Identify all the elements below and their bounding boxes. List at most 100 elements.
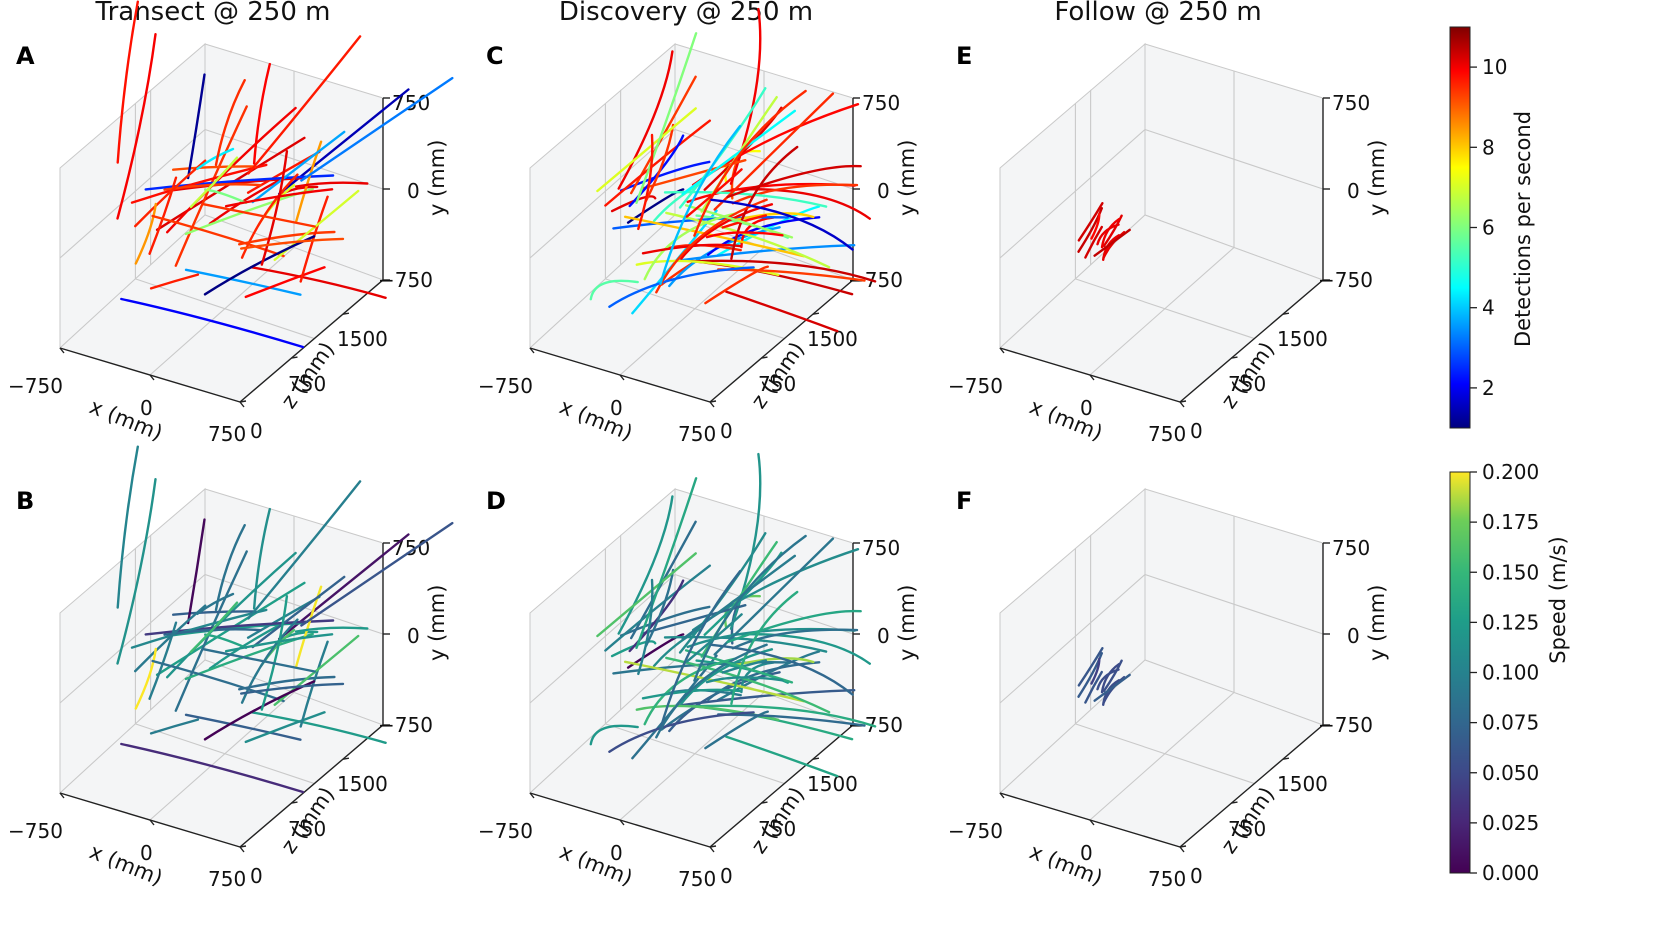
trajectory	[626, 188, 685, 224]
z-axis-line	[1179, 724, 1324, 848]
z-tick-label: 0	[720, 419, 733, 443]
z-tick-label: 750	[1228, 817, 1266, 841]
trajectory	[678, 532, 767, 654]
x-axis-label: x (mm)	[86, 839, 166, 890]
colorbar-tick-label: 0.100	[1482, 661, 1539, 685]
y-axis-label: y (mm)	[425, 585, 449, 661]
x-tick-label: 750	[208, 867, 246, 891]
colorbar-gradient	[1449, 26, 1471, 429]
z-tick-label: 1500	[1277, 772, 1328, 796]
colorbar-label: Speed (m/s)	[1546, 536, 1570, 663]
trajectory	[678, 87, 767, 209]
z-tick	[812, 312, 820, 315]
grid-line	[529, 129, 676, 259]
trajectory	[252, 62, 271, 165]
y-axis-label: y (mm)	[1365, 585, 1389, 661]
z-tick-label: 1500	[1277, 327, 1328, 351]
z-tick-label: 0	[250, 864, 263, 888]
x-axis-label: x (mm)	[86, 394, 166, 445]
colorbar-tick-label: 0.150	[1482, 560, 1539, 584]
z-tick-label: 0	[1190, 864, 1203, 888]
trajectory	[589, 279, 639, 301]
trajectory	[1077, 647, 1104, 687]
trajectory	[596, 552, 697, 638]
grid-lines	[999, 71, 1324, 376]
x-tick	[619, 374, 625, 381]
trajectory	[166, 551, 297, 679]
trajectory	[151, 214, 285, 258]
x-tick-label: 0	[610, 841, 623, 865]
colorbar-tick-label: 0.025	[1482, 811, 1539, 835]
trajectory	[1096, 223, 1120, 246]
x-tick	[1089, 819, 1095, 826]
grid-lines	[59, 71, 384, 376]
trajectory	[295, 585, 323, 668]
column-title: Follow @ 250 m	[1054, 0, 1261, 27]
y-tick-label: 0	[407, 179, 420, 203]
y-axis-label: y (mm)	[1365, 140, 1389, 216]
trajectory	[260, 150, 289, 266]
z-tick	[709, 400, 717, 403]
trajectory	[134, 647, 157, 710]
x-tick	[239, 846, 245, 853]
trajectory	[278, 533, 410, 641]
trajectory	[247, 480, 362, 620]
trajectory	[1090, 657, 1101, 685]
x-tick	[709, 846, 715, 853]
x-tick	[59, 792, 65, 799]
trajectory	[685, 613, 743, 663]
x-tick	[619, 819, 625, 826]
x-tick-label: 0	[1080, 841, 1093, 865]
trajectory	[1093, 673, 1131, 702]
trajectory	[1096, 668, 1120, 691]
z-tick	[239, 845, 247, 848]
trajectory	[604, 564, 711, 652]
x-tick	[239, 401, 245, 408]
trajectory	[612, 661, 789, 675]
z-tick	[761, 356, 768, 359]
trajectory	[704, 710, 769, 750]
z-tick-label: 1500	[807, 327, 858, 351]
colorbar-tick-label: 8	[1482, 135, 1495, 159]
trajectory	[691, 259, 877, 283]
x-tick	[1089, 374, 1095, 381]
trajectory	[725, 290, 839, 333]
trajectory	[148, 621, 178, 700]
z-axis-line	[239, 279, 384, 403]
axes	[999, 97, 1330, 408]
y-tick-label: 0	[877, 179, 890, 203]
panel-letter: D	[486, 487, 506, 515]
trajectory	[659, 569, 742, 731]
trajectory	[224, 633, 334, 653]
trajectory	[730, 145, 799, 260]
z-tick	[1282, 312, 1290, 315]
z-tick	[342, 312, 350, 315]
x-tick	[529, 347, 535, 354]
z-tick	[1282, 757, 1290, 760]
trajectory	[726, 609, 862, 644]
column-title: Transect @ 250 m	[95, 0, 331, 27]
y-tick-label: 750	[862, 91, 900, 115]
trajectories	[116, 0, 454, 349]
colorbar-tick-label: 10	[1482, 55, 1507, 79]
trajectory	[732, 187, 871, 220]
trajectory	[731, 183, 859, 205]
trajectory	[299, 640, 329, 728]
trajectory	[706, 216, 821, 256]
grid-line	[999, 574, 1146, 704]
grid-lines	[59, 516, 384, 821]
y-tick-label: 0	[1347, 624, 1360, 648]
trajectory	[1090, 212, 1101, 240]
y-tick-label: −750	[1318, 268, 1373, 292]
y-tick-label: 0	[407, 624, 420, 648]
trajectory	[172, 165, 257, 171]
y-tick-label: 750	[392, 536, 430, 560]
trajectory	[299, 195, 329, 283]
trajectory	[186, 73, 206, 180]
x-tick-label: −750	[948, 374, 1003, 398]
z-tick	[1231, 356, 1238, 359]
